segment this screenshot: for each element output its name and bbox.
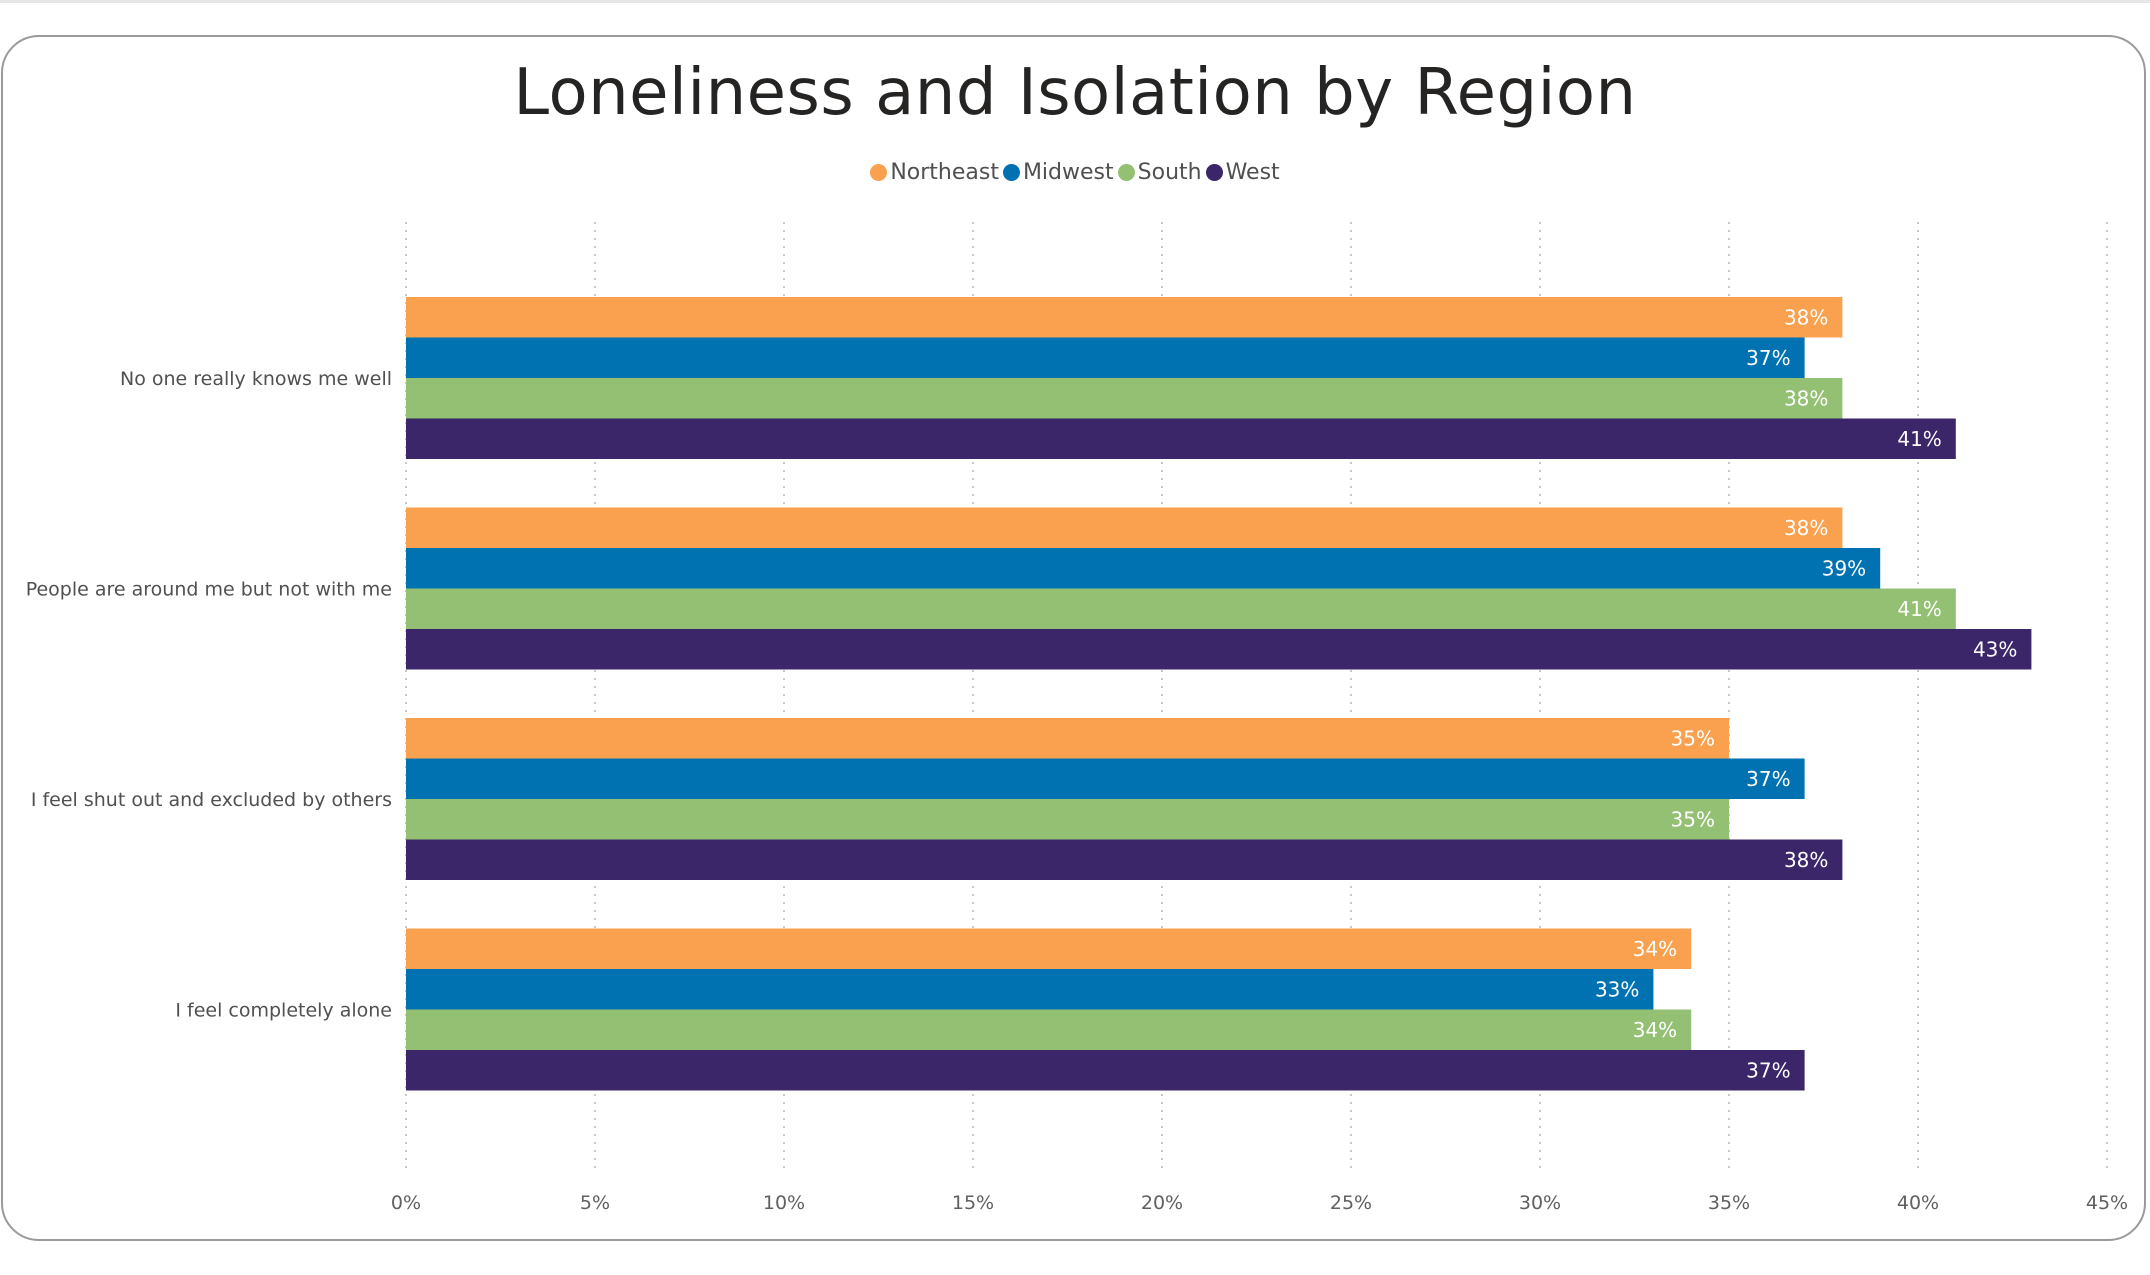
bar-midwest[interactable]: [406, 969, 1654, 1010]
bar-value-label: 35%: [1671, 726, 1715, 750]
legend-item-south[interactable]: South: [1117, 160, 1202, 185]
bar-value-label: 41%: [1897, 427, 1941, 451]
bar-west[interactable]: [406, 839, 1843, 881]
legend-label: South: [1137, 160, 1202, 185]
chart-legend: Northeast Midwest South West: [0, 160, 2150, 185]
legend-label: Northeast: [890, 160, 999, 185]
bar-south[interactable]: [406, 588, 1956, 630]
category-label: I feel shut out and excluded by others: [31, 789, 392, 811]
category-label: No one really knows me well: [120, 368, 392, 390]
legend-swatch: [1117, 164, 1135, 181]
bar-south[interactable]: [406, 1009, 1692, 1051]
bar-northeast[interactable]: [406, 718, 1729, 759]
bar-value-label: 39%: [1822, 556, 1866, 580]
legend-label: Midwest: [1022, 160, 1114, 185]
x-tick-label: 45%: [2086, 1192, 2128, 1214]
bar-value-label: 38%: [1784, 386, 1828, 410]
bar-value-label: 38%: [1784, 848, 1828, 872]
legend-item-west[interactable]: West: [1205, 160, 1280, 185]
bar-northeast[interactable]: [406, 507, 1843, 549]
x-tick-label: 30%: [1519, 1192, 1561, 1214]
bar-value-label: 43%: [1973, 637, 2017, 661]
legend-item-northeast[interactable]: Northeast: [870, 160, 999, 185]
bar-value-label: 33%: [1595, 977, 1639, 1001]
bar-northeast[interactable]: [406, 297, 1843, 338]
bar-midwest[interactable]: [406, 337, 1805, 379]
x-tick-label: 25%: [1330, 1192, 1372, 1214]
legend-label: West: [1225, 160, 1280, 185]
bar-value-label: 34%: [1633, 937, 1677, 961]
x-tick-label: 5%: [580, 1192, 610, 1214]
bar-west[interactable]: [406, 1050, 1805, 1091]
category-label: People are around me but not with me: [26, 579, 392, 601]
bar-value-label: 38%: [1784, 305, 1828, 329]
bar-south[interactable]: [406, 799, 1729, 840]
top-divider: [0, 0, 2150, 3]
bar-midwest[interactable]: [406, 548, 1881, 589]
legend-swatch: [1205, 164, 1223, 181]
category-label: I feel completely alone: [175, 1000, 392, 1022]
legend-item-midwest[interactable]: Midwest: [1002, 160, 1114, 185]
bar-value-label: 41%: [1897, 597, 1941, 621]
x-tick-label: 40%: [1897, 1192, 1939, 1214]
x-tick-label: 15%: [952, 1192, 994, 1214]
bar-value-label: 37%: [1746, 1058, 1790, 1082]
bar-value-label: 38%: [1784, 516, 1828, 540]
legend-swatch: [1002, 164, 1020, 181]
bar-midwest[interactable]: [406, 758, 1805, 800]
bar-west[interactable]: [406, 629, 2032, 670]
bar-west[interactable]: [406, 418, 1956, 460]
bar-south[interactable]: [406, 378, 1843, 419]
x-tick-label: 10%: [763, 1192, 805, 1214]
bar-value-label: 37%: [1746, 346, 1790, 370]
legend-swatch: [870, 164, 888, 181]
x-tick-label: 35%: [1708, 1192, 1750, 1214]
bar-value-label: 34%: [1633, 1018, 1677, 1042]
x-tick-label: 0%: [391, 1192, 421, 1214]
bar-value-label: 37%: [1746, 767, 1790, 791]
bar-value-label: 35%: [1671, 807, 1715, 831]
x-tick-label: 20%: [1141, 1192, 1183, 1214]
bar-northeast[interactable]: [406, 928, 1692, 970]
chart-title: Loneliness and Isolation by Region: [513, 56, 1637, 130]
